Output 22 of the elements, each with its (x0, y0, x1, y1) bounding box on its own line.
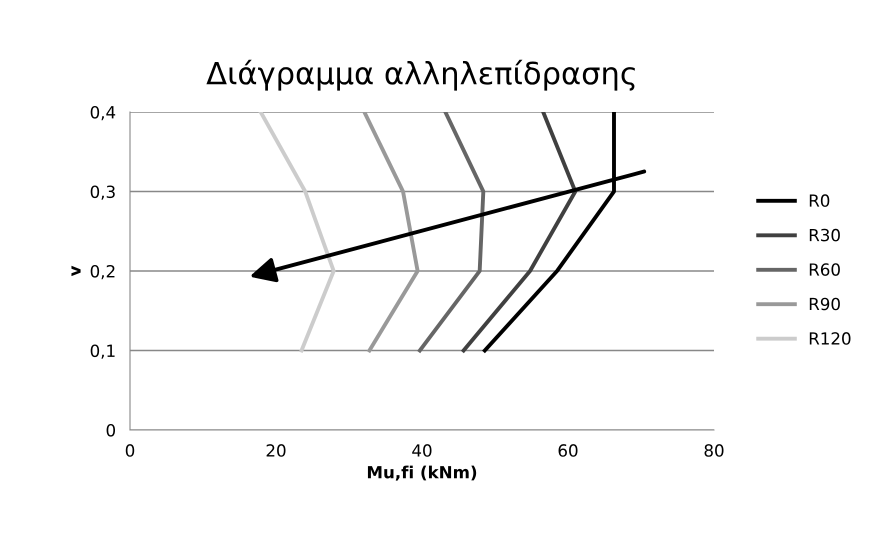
y-tick-label: 0,2 (90, 264, 114, 280)
line-series (362, 112, 420, 352)
legend-label: R120 (810, 332, 850, 345)
x-tick-label: 60 (558, 444, 578, 457)
x-tick-label: 20 (266, 444, 286, 457)
legend-label: R60 (810, 263, 840, 276)
legend-label: R90 (810, 298, 840, 310)
legend-label: R0 (810, 194, 830, 207)
x-tick-label: 80 (704, 444, 724, 457)
y-tick-label: 0,3 (90, 185, 115, 200)
y-axis-title: v (71, 266, 81, 276)
line-series (418, 112, 486, 352)
chart-title: Διάγραμμα αλληλεπίδρασης (206, 60, 635, 91)
line-series (258, 112, 336, 352)
y-tick-label: 0,1 (90, 344, 115, 359)
legend-label: R30 (810, 228, 840, 242)
x-axis-title: Mu,fi (kNm) (368, 466, 476, 481)
line-series (462, 112, 578, 352)
y-tick-label: 0 (106, 424, 116, 437)
x-tick-label: 0 (126, 444, 134, 457)
y-tick-label: 0,4 (90, 106, 116, 120)
x-tick-label: 40 (412, 444, 432, 457)
